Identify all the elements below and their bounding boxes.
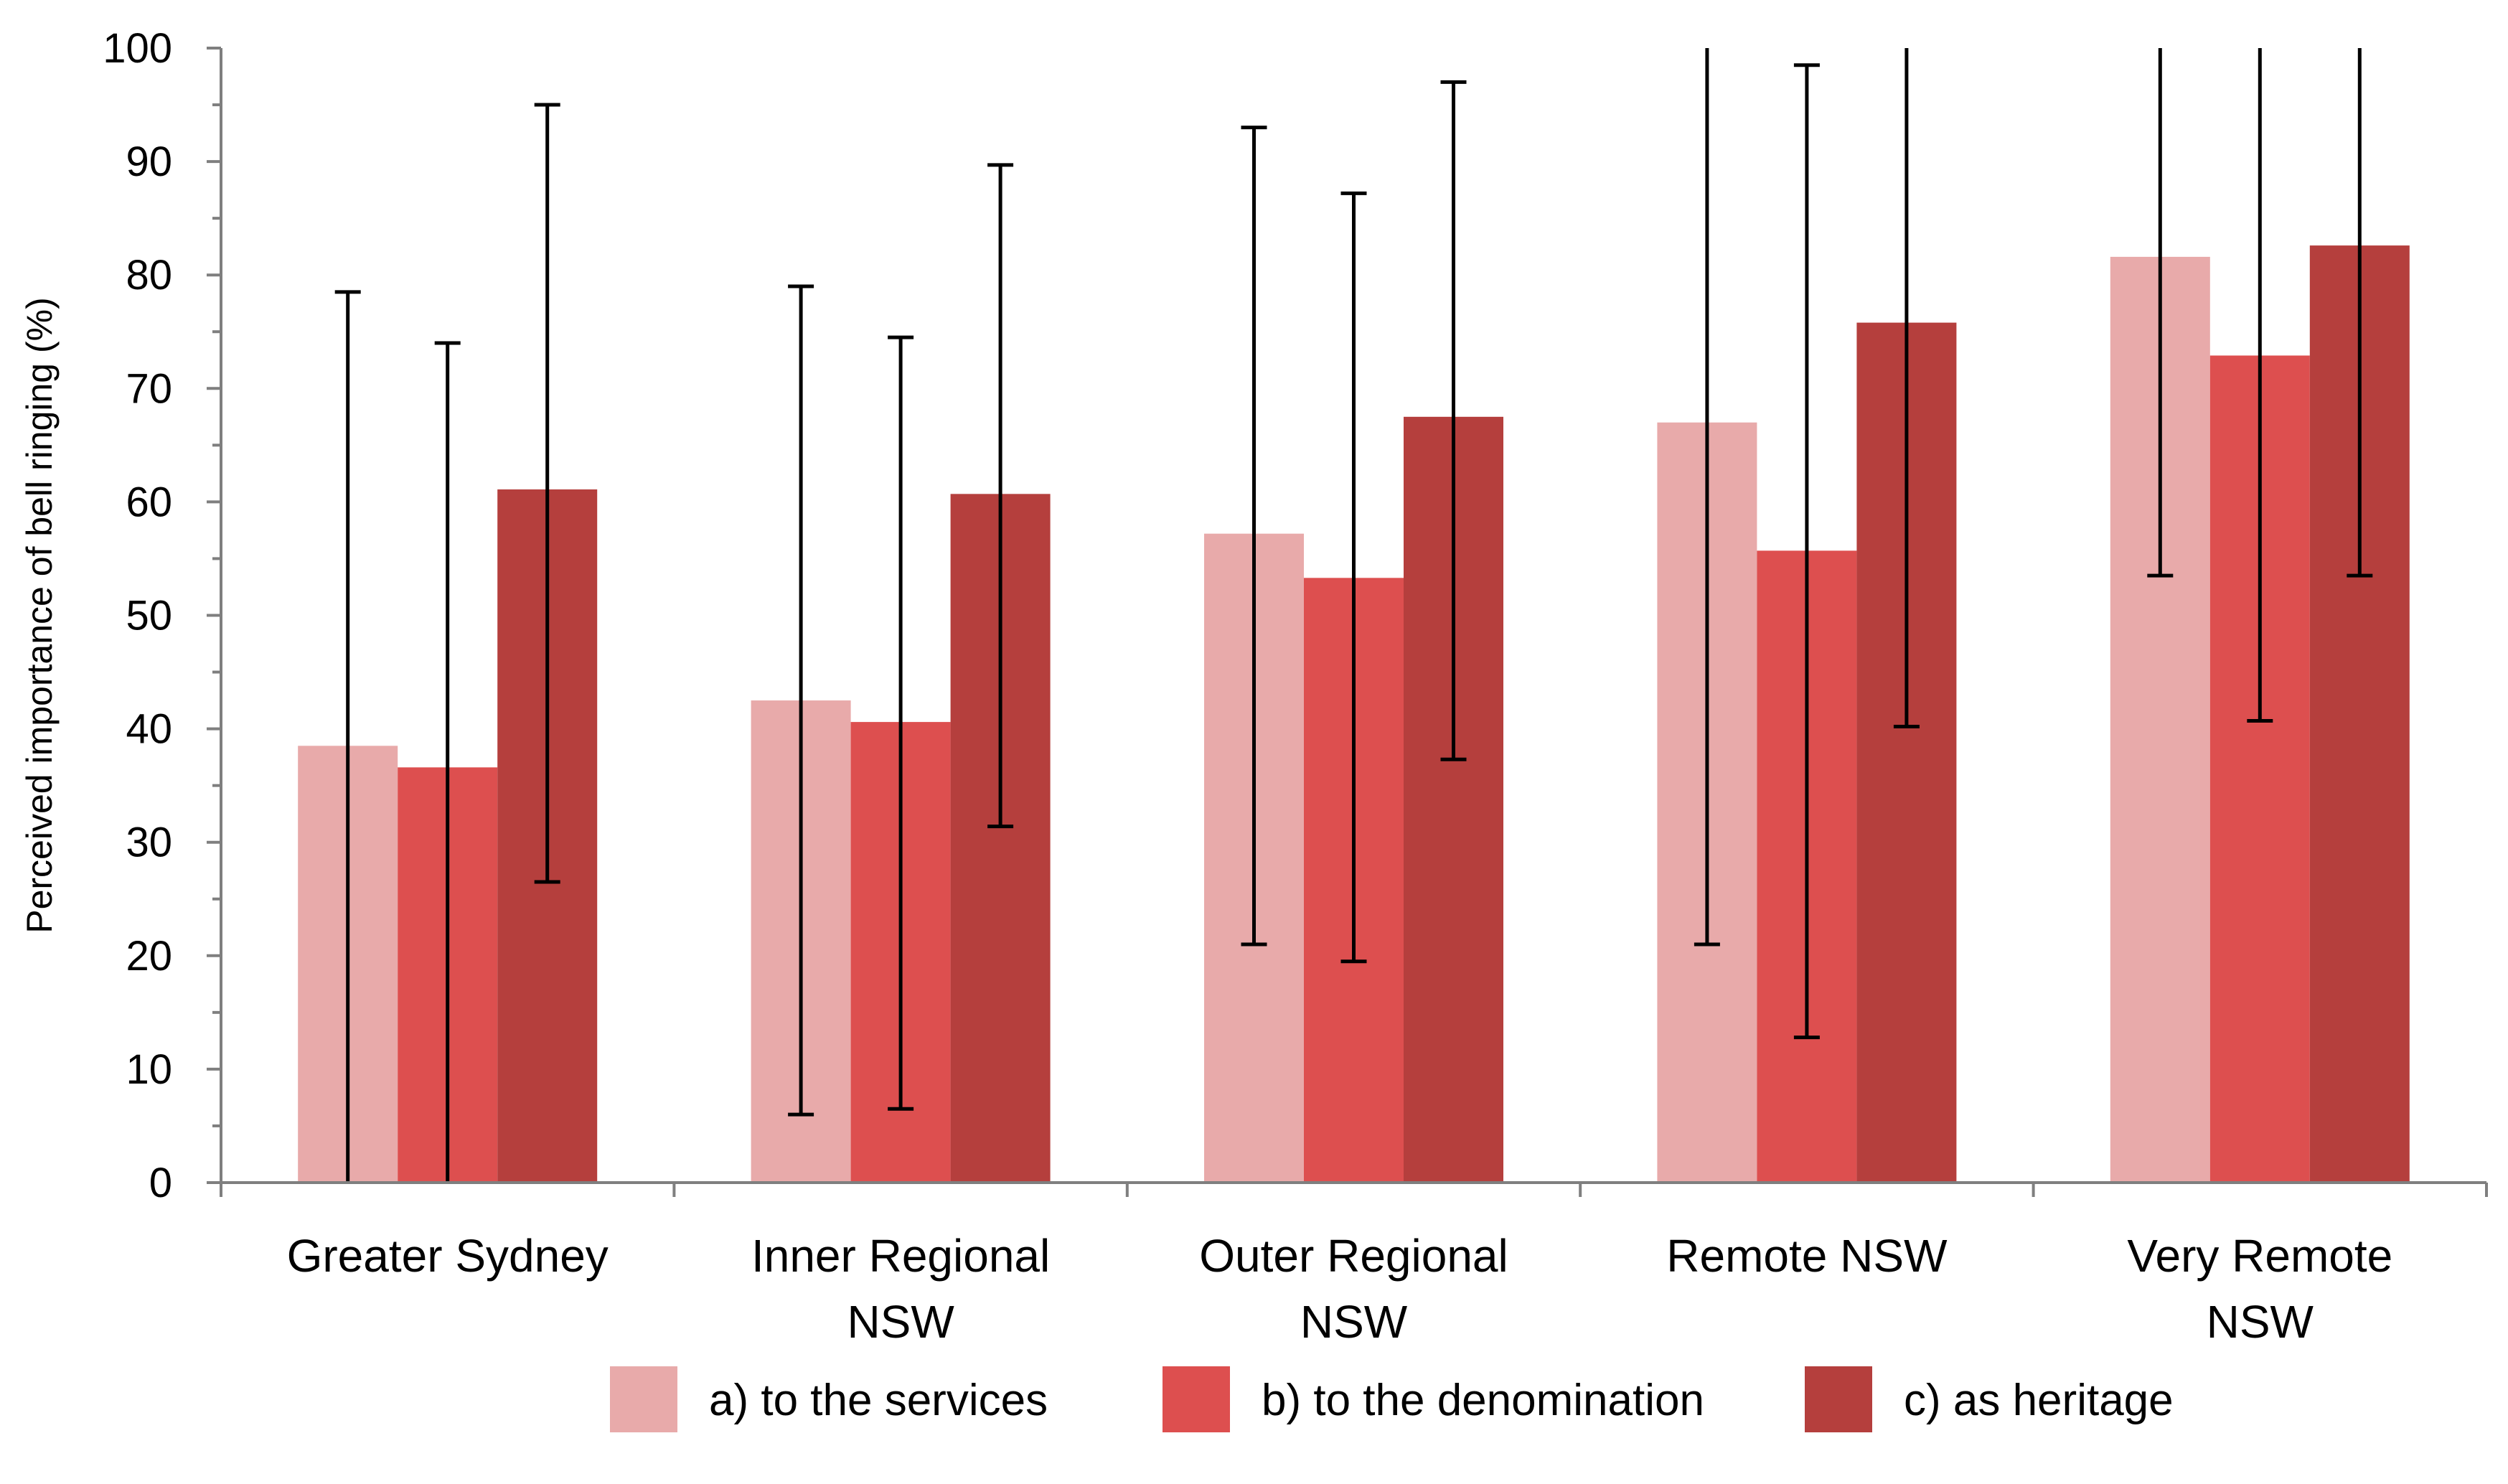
y-tick-label: 60 (126, 479, 172, 525)
x-category-label: NSW (1300, 1296, 1408, 1348)
y-tick-label: 100 (103, 25, 172, 72)
legend: a) to the services b) to the denomination… (610, 1366, 2174, 1432)
y-tick-label: 70 (126, 365, 172, 412)
legend-label-2: b) to the denomination (1262, 1376, 1704, 1425)
y-axis-title: Perceived importance of bell ringing (%) (19, 297, 60, 934)
legend-label-1: a) to the services (709, 1376, 1048, 1425)
x-category-label: NSW (2207, 1296, 2314, 1348)
legend-swatch-2 (1163, 1366, 1230, 1432)
axes-layer: 0 10 20 30 40 50 60 70 80 90 100 Greater Sydney Inne… (103, 25, 2488, 1348)
y-tick-label: 40 (126, 706, 172, 753)
x-category-label: Remote NSW (1666, 1230, 1948, 1282)
y-tick-label: 10 (126, 1046, 172, 1093)
error-bars-layer (334, 48, 2373, 1183)
y-tick-label: 30 (126, 820, 172, 866)
x-category-label: Very Remote (2127, 1230, 2392, 1282)
x-category-label: Inner Regional (751, 1230, 1050, 1282)
legend-swatch-1 (610, 1366, 677, 1432)
x-category-label: Greater Sydney (287, 1230, 609, 1282)
legend-swatch-3 (1805, 1366, 1872, 1432)
legend-label-3: c) as heritage (1904, 1376, 2174, 1425)
y-tick-label: 0 (149, 1160, 172, 1206)
y-tick-label: 50 (126, 593, 172, 639)
x-category-label: NSW (847, 1296, 954, 1348)
y-tick-label: 80 (126, 252, 172, 299)
x-category-label: Outer Regional (1199, 1230, 1508, 1282)
y-tick-label: 20 (126, 933, 172, 980)
y-tick-label: 90 (126, 138, 172, 185)
